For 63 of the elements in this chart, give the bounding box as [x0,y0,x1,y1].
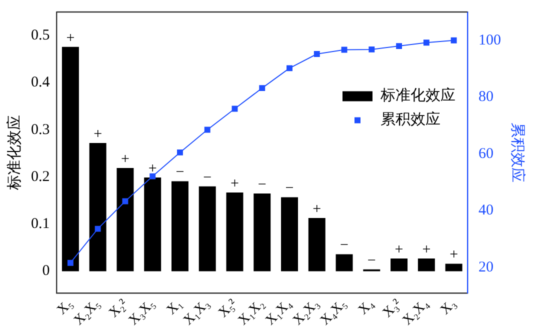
data-label: + [66,30,75,46]
data-label: + [394,242,404,258]
bar [144,177,162,272]
data-label: + [94,126,102,142]
y2-tick-label: 100 [478,32,501,48]
x-tick-label: X₄ [356,296,378,318]
point [450,37,457,44]
y-tick-label: 0 [42,263,50,280]
y-tick-label: 0.3 [31,122,50,138]
x-tick-label: X₃X₅ [126,296,158,328]
y-tick-label: 0.2 [31,168,50,185]
data-label: + [422,242,431,258]
legend-label: 标准化效应 [380,87,456,104]
point [94,226,101,232]
bar [308,218,326,272]
y2-tick-label: 40 [478,202,494,219]
bar [281,197,298,272]
point [423,40,430,46]
bar [89,143,106,272]
x-tick-label: X₂X₄ [400,296,432,328]
point [150,173,156,180]
y2-axis-title: 累积效应 [509,122,526,182]
bar [418,258,435,272]
y2-tick-label: 20 [478,259,494,276]
y-tick-label: 0.4 [31,74,50,91]
x-tick-label: X₃ [438,296,460,318]
bar [62,46,79,272]
data-label: − [367,252,376,269]
y-tick-label: 0.5 [31,28,50,44]
point [259,85,266,92]
data-label: + [230,176,239,192]
data-label: − [340,238,349,254]
point [396,43,402,50]
bar [254,193,271,272]
bar [226,192,244,272]
point [177,149,183,156]
data-label: + [120,151,130,168]
point [122,198,128,204]
bar [171,181,188,272]
bar [336,254,353,272]
bar [198,186,216,272]
bar [116,168,134,272]
y-tick-label: 0.1 [31,216,50,232]
data-label: − [258,176,266,193]
x-tick-label: X₅ [54,296,76,318]
point [341,46,348,53]
data-label: − [203,170,212,186]
point [368,46,375,52]
bar [390,258,408,272]
point [286,65,292,72]
data-label: + [148,160,157,177]
bar [445,264,462,272]
data-label: − [176,164,184,181]
point [67,260,74,266]
y2-tick-label: 80 [478,89,494,106]
y-axis-title: 标准化效应 [6,114,23,191]
legend-label: 累积效应 [380,111,440,128]
data-label: + [450,247,458,264]
point [314,51,320,57]
point [204,126,210,133]
data-label: + [312,201,322,218]
y2-tick-label: 60 [478,146,494,162]
data-label: − [285,180,294,197]
